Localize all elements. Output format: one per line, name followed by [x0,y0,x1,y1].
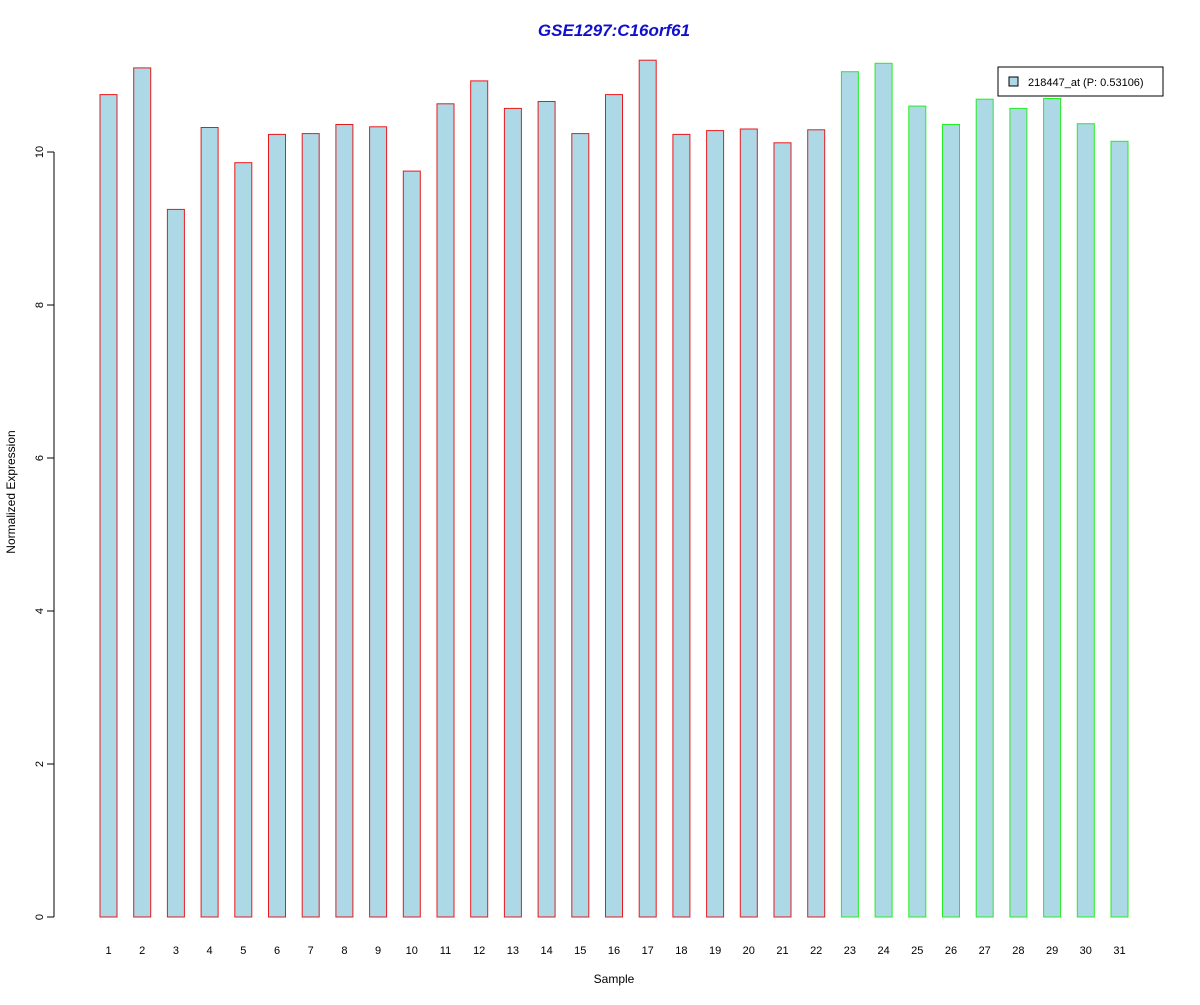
bar-sample-13 [503,107,522,918]
x-tick-label: 24 [877,945,889,957]
x-tick-label: 29 [1046,945,1058,957]
bar-sample-10 [402,170,421,918]
chart-title: GSE1297:C16orf61 [538,21,690,40]
x-tick-label: 20 [743,945,755,957]
bar-sample-6 [268,133,286,918]
bar-sample-4 [200,127,219,918]
bar-sample-28 [1009,107,1028,918]
bar-sample-7 [301,133,320,918]
bar-sample-5 [234,162,253,918]
bar-sample-9 [369,126,388,918]
bar-sample-19 [706,130,725,918]
x-tick-label: 19 [709,945,721,957]
x-tick-label: 13 [507,945,519,957]
x-tick-label: 17 [642,945,654,957]
y-tick-label: 0 [34,914,46,920]
bar-sample-23 [840,71,859,918]
x-tick-label: 22 [810,945,822,957]
x-axis: 1 2 3 4 5 6 7 8 9 10 11 12 13 14 15 16 17 18 19 20 21 22 23 24 2… [105,945,1125,957]
bar-sample-24 [874,62,893,918]
bars-group [99,59,1129,918]
bar-sample-27 [975,98,994,918]
y-axis-title: Normalized Expression [4,430,18,553]
bar-sample-11 [436,103,455,918]
y-axis: 0 2 4 6 8 10 [34,146,55,920]
bar-sample-30 [1076,123,1095,918]
x-tick-label: 11 [440,945,451,957]
x-tick-label: 14 [540,945,552,957]
x-tick-label: 2 [139,945,145,957]
x-tick-label: 3 [173,945,179,957]
x-tick-label: 15 [574,945,586,957]
bar-sample-31 [1110,140,1129,918]
y-tick-label: 8 [34,302,46,308]
bar-sample-3 [166,208,185,918]
x-tick-label: 28 [1012,945,1024,957]
legend-swatch [1008,76,1019,87]
legend: 218447_at (P: 0.53106) [997,66,1164,97]
x-axis-title: Sample [594,972,635,986]
x-tick-label: 9 [375,945,381,957]
x-tick-label: 27 [979,945,991,957]
x-tick-label: 1 [105,945,111,957]
legend-box [997,66,1164,97]
y-tick-label: 10 [34,146,46,158]
bar-sample-29 [1043,98,1062,918]
x-tick-label: 21 [776,945,788,957]
x-tick-label: 16 [608,945,620,957]
x-tick-label: 26 [945,945,957,957]
bar-sample-12 [470,80,489,918]
legend-label: 218447_at (P: 0.53106) [1028,77,1144,89]
x-tick-label: 25 [911,945,923,957]
x-tick-label: 6 [274,945,280,957]
x-tick-label: 31 [1113,945,1125,957]
x-tick-label: 12 [473,945,485,957]
x-tick-label: 18 [675,945,687,957]
bar-sample-18 [672,133,691,918]
y-tick-label: 4 [34,608,46,614]
bar-sample-8 [335,124,354,918]
x-tick-label: 4 [207,945,213,957]
bar-sample-1 [99,94,118,918]
bar-sample-15 [571,133,590,918]
bar-sample-17 [638,59,657,918]
bar-sample-25 [908,105,927,918]
bar-sample-20 [739,128,758,918]
x-tick-label: 8 [341,945,347,957]
bar-sample-14 [537,101,556,918]
x-tick-label: 30 [1080,945,1092,957]
x-tick-label: 7 [308,945,314,957]
x-tick-label: 23 [844,945,856,957]
bar-sample-26 [942,124,960,918]
bar-sample-22 [807,129,826,918]
y-tick-label: 2 [34,761,46,767]
bar-sample-16 [605,94,623,918]
bar-sample-2 [133,67,152,918]
x-tick-label: 10 [406,945,418,957]
x-tick-label: 5 [240,945,246,957]
bar-sample-21 [773,142,792,918]
y-tick-label: 6 [34,455,46,461]
